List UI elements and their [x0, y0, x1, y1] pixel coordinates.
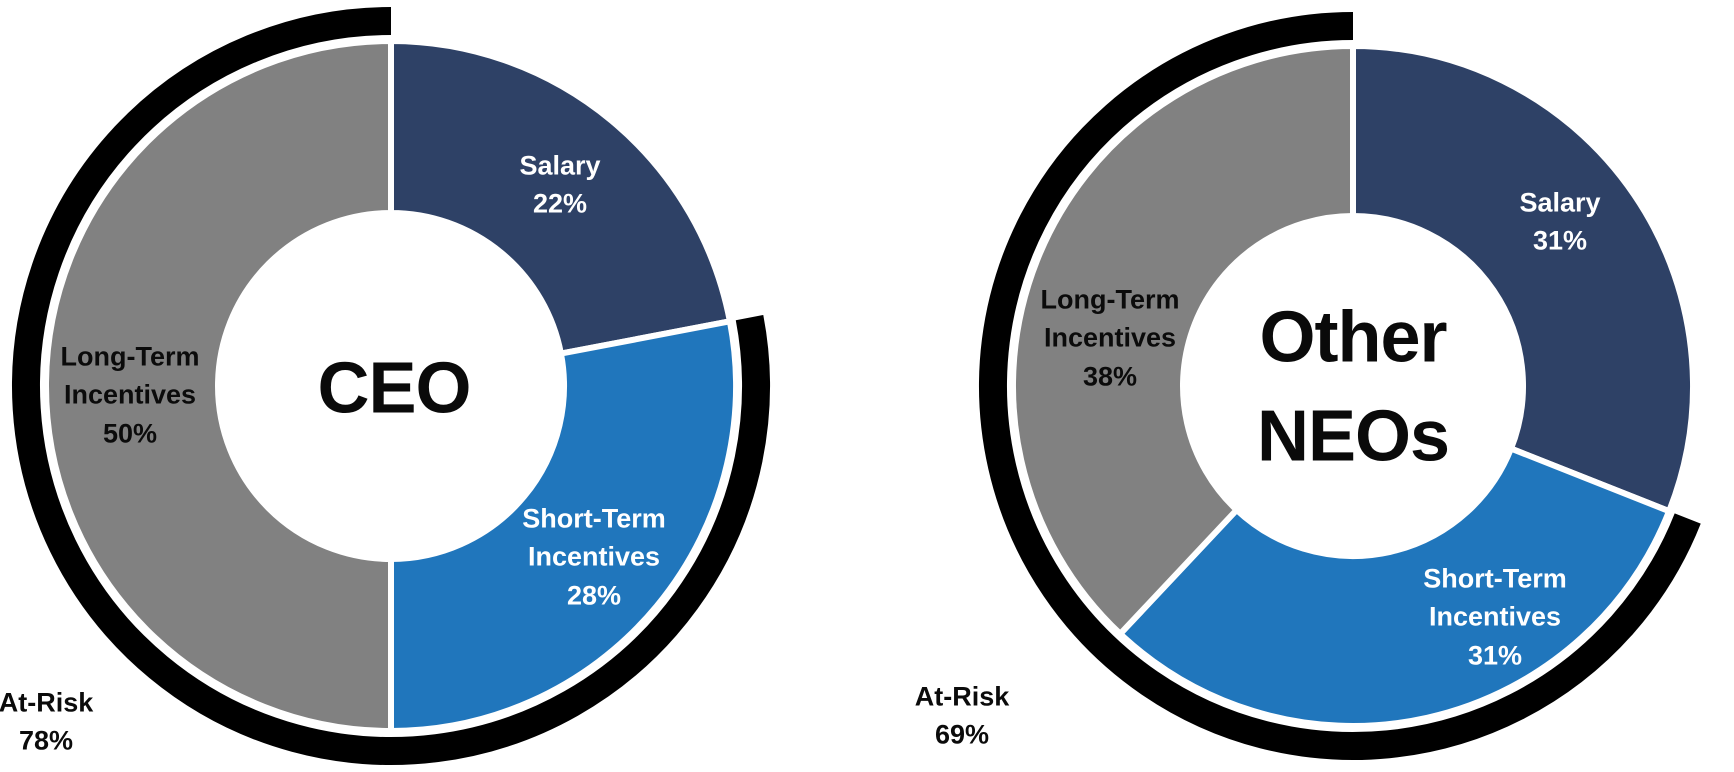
segment-salary [1350, 43, 1696, 515]
neo-long-term-pct: 38% [1082, 361, 1138, 392]
segment-short-term-incentives [388, 318, 739, 734]
neo-short-term-pct: 31% [1467, 640, 1523, 671]
ceo-at-risk-name: At-Risk [0, 687, 94, 718]
neo-at-risk-label: At-Risk 69% [915, 678, 1010, 755]
ceo-donut-group [12, 7, 770, 765]
ceo-salary-name: Salary [519, 150, 601, 181]
neo-at-risk-name: At-Risk [914, 681, 1010, 712]
neo-short-term-name: Short-Term Incentives [1423, 563, 1567, 632]
ceo-long-term-name: Long-Term Incentives [60, 341, 200, 410]
ceo-long-term-label: Long-Term Incentives 50% [40, 338, 220, 453]
ceo-short-term-name: Short-Term Incentives [522, 503, 666, 572]
neo-short-term-label: Short-Term Incentives 31% [1405, 560, 1585, 675]
neo-salary-pct: 31% [1532, 226, 1588, 256]
neo-long-term-label: Long-Term Incentives 38% [1020, 281, 1200, 396]
ceo-salary-pct: 22% [532, 189, 588, 219]
segment-salary [388, 38, 733, 357]
segment-long-term-incentives [1010, 43, 1356, 637]
neo-salary-label: Salary 31% [1519, 184, 1600, 261]
ceo-center-title: CEO [317, 348, 471, 429]
other-neos-center-title: Other NEOs [1256, 297, 1450, 477]
other-neos-donut-group [979, 12, 1701, 760]
neo-salary-name: Salary [1519, 187, 1601, 218]
ceo-salary-label: Salary 22% [519, 147, 600, 224]
neo-long-term-name: Long-Term Incentives [1040, 284, 1180, 353]
at-risk-arc [12, 7, 770, 765]
segment-short-term-incentives [1117, 445, 1673, 729]
at-risk-arc [979, 12, 1701, 760]
ceo-short-term-pct: 28% [566, 580, 622, 611]
ceo-at-risk-pct: 78% [18, 726, 74, 756]
neo-at-risk-pct: 69% [934, 720, 990, 750]
ceo-at-risk-label: At-Risk 78% [0, 684, 93, 761]
ceo-long-term-pct: 50% [102, 418, 158, 449]
segment-long-term-incentives [43, 38, 394, 734]
ceo-short-term-label: Short-Term Incentives 28% [504, 500, 684, 615]
